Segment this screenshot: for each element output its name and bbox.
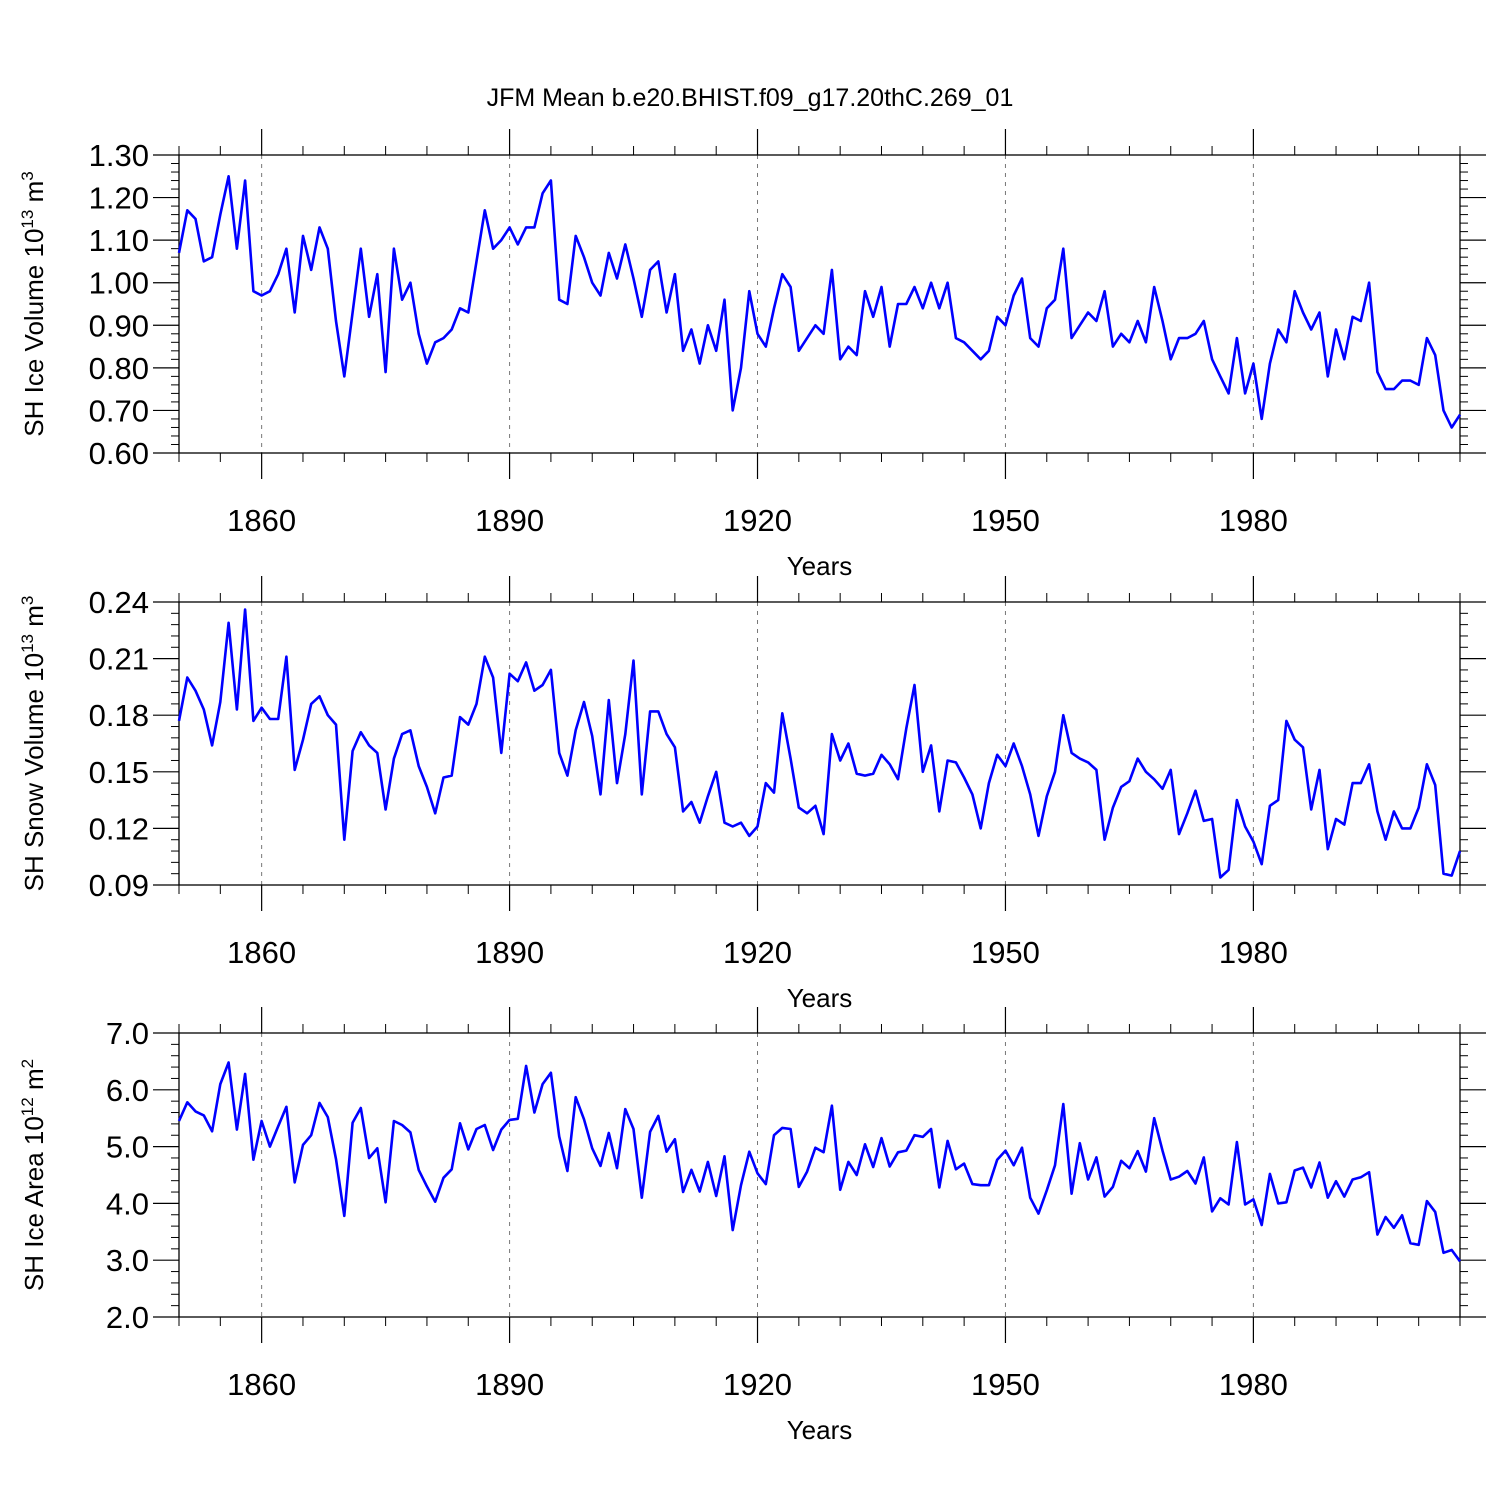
y-tick-label: 0.18 [89, 698, 149, 733]
y-tick-label: 1.00 [89, 266, 149, 301]
y-tick-label: 0.24 [89, 585, 149, 620]
plot-frame [178, 1032, 1461, 1318]
y-tick-label: 7.0 [106, 1016, 149, 1051]
y-tick-label: 1.30 [89, 138, 149, 173]
x-axis-label: Years [787, 983, 853, 1013]
y-tick-label: 1.10 [89, 223, 149, 258]
x-tick-label: 1950 [971, 1367, 1040, 1402]
y-tick-label: 3.0 [106, 1243, 149, 1278]
y-tick-label: 6.0 [106, 1073, 149, 1108]
x-tick-label: 1860 [227, 1367, 296, 1402]
plot-frame [178, 154, 1461, 454]
chart-panel-1: 0.60 0.70 0.80 0.90 1.00 1.10 1.20 1.30 1860 1890… [18, 129, 1486, 581]
y-tick-label: 0.60 [89, 436, 149, 471]
x-tick-label: 1980 [1219, 1367, 1288, 1402]
x-tick-label: 1980 [1219, 503, 1288, 538]
x-tick-label: 1920 [723, 1367, 792, 1402]
panels: 0.60 0.70 0.80 0.90 1.00 1.10 1.20 1.30 1860 1890… [18, 129, 1486, 1445]
x-tick-label: 1920 [723, 935, 792, 970]
y-tick-label: 0.21 [89, 642, 149, 677]
y-tick-label: 1.20 [89, 181, 149, 216]
x-axis-label: Years [787, 1415, 853, 1445]
y-tick-label: 0.09 [89, 868, 149, 903]
plot-frame [178, 601, 1461, 886]
x-tick-label: 1950 [971, 935, 1040, 970]
y-tick-label: 5.0 [106, 1130, 149, 1165]
figure-title: JFM Mean b.e20.BHIST.f09_g17.20thC.269_0… [487, 84, 1014, 112]
x-tick-label: 1890 [475, 935, 544, 970]
y-tick-label: 0.80 [89, 351, 149, 386]
y-tick-label: 0.70 [89, 393, 149, 428]
y-tick-label: 0.90 [89, 308, 149, 343]
x-tick-label: 1890 [475, 503, 544, 538]
x-tick-label: 1890 [475, 1367, 544, 1402]
x-tick-label: 1950 [971, 503, 1040, 538]
y-tick-label: 4.0 [106, 1186, 149, 1221]
y-axis-label: SH Ice Area 1012 m2 [18, 1059, 49, 1291]
y-tick-label: 0.12 [89, 811, 149, 846]
x-tick-label: 1980 [1219, 935, 1288, 970]
x-axis-label: Years [787, 551, 853, 581]
y-axis-label: SH Ice Volume 1013 m3 [18, 171, 49, 436]
y-tick-label: 2.0 [106, 1300, 149, 1335]
y-tick-label: 0.15 [89, 755, 149, 790]
series-line-1 [177, 1061, 1462, 1263]
chart-panel-3: 2.0 3.0 4.0 5.0 6.0 7.0 1860 1890 1920 1950 1980 Ye… [18, 1007, 1486, 1445]
x-tick-label: 1860 [227, 503, 296, 538]
series-line-1 [177, 175, 1462, 429]
y-axis-label: SH Snow Volume 1013 m3 [18, 596, 49, 892]
chart-panel-2: 0.09 0.12 0.15 0.18 0.21 0.24 1860 1890 1920 1950… [18, 576, 1486, 1013]
x-tick-label: 1860 [227, 935, 296, 970]
x-tick-label: 1920 [723, 503, 792, 538]
series-line-1 [177, 608, 1462, 879]
